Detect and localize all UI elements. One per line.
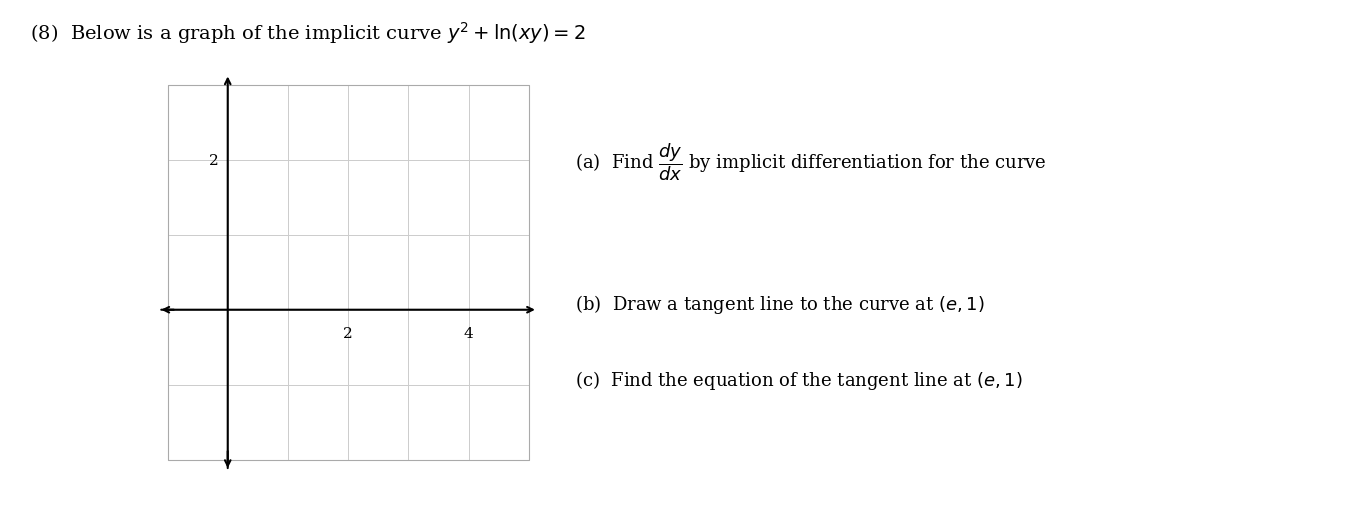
Text: 2: 2 — [210, 154, 219, 168]
Text: (8)  Below is a graph of the implicit curve $y^2 + \ln(xy) = 2$: (8) Below is a graph of the implicit cur… — [30, 20, 585, 46]
Text: 4: 4 — [464, 327, 473, 340]
Text: (a)  Find $\dfrac{dy}{dx}$ by implicit differentiation for the curve: (a) Find $\dfrac{dy}{dx}$ by implicit di… — [575, 141, 1046, 183]
Text: (c)  Find the equation of the tangent line at $(e, 1)$: (c) Find the equation of the tangent lin… — [575, 369, 1022, 391]
Text: 2: 2 — [343, 327, 353, 340]
Text: (b)  Draw a tangent line to the curve at $(e, 1)$: (b) Draw a tangent line to the curve at … — [575, 293, 984, 316]
